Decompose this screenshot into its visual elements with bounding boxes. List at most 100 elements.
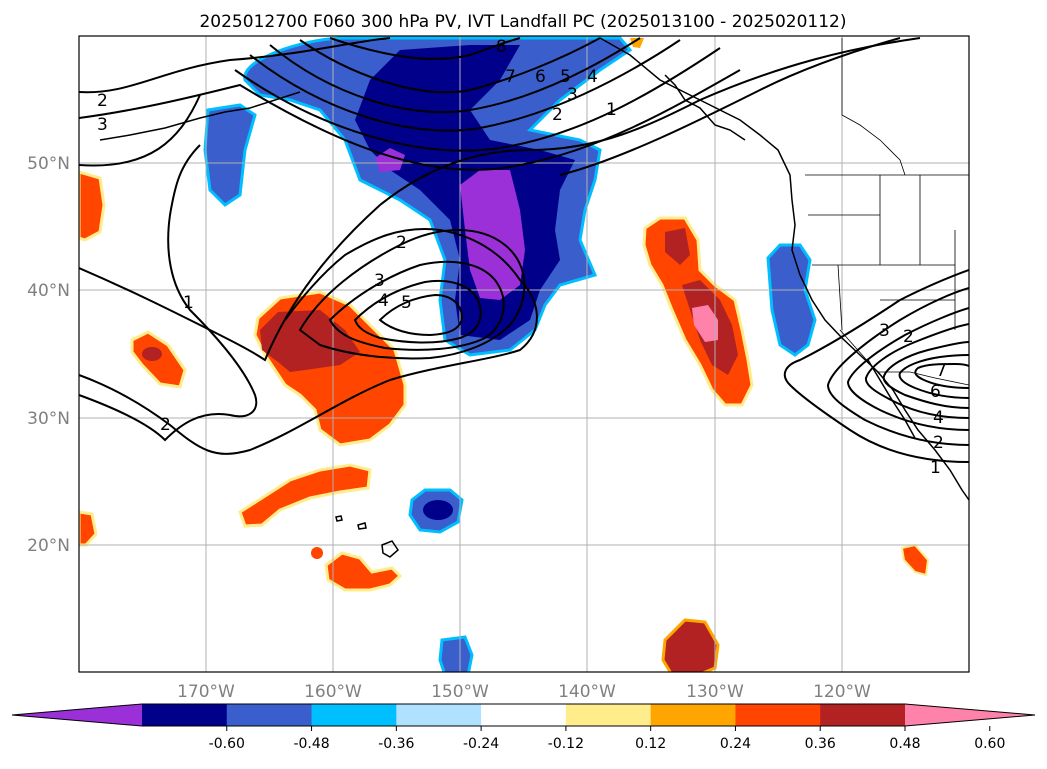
contour-label: 2 xyxy=(396,233,407,253)
contour-label: 2 xyxy=(903,327,914,347)
contour-label: 2 xyxy=(160,415,171,435)
contour-label: 3 xyxy=(567,85,578,105)
contour-label: 4 xyxy=(587,67,598,87)
hawaii-island xyxy=(381,540,399,558)
lon-tick-label: 140°W xyxy=(558,682,616,702)
colorbar-extend-low xyxy=(12,704,142,726)
colorbar-tick-label: 0.60 xyxy=(974,736,1005,752)
lat-tick-label: 20°N xyxy=(27,536,70,556)
contour-line-1 xyxy=(79,37,921,362)
colorbar-tick-label: -0.12 xyxy=(548,736,584,752)
us-state-borders xyxy=(808,175,956,376)
colorbar-tick-label: 0.48 xyxy=(889,736,920,752)
contour-line-2-west xyxy=(79,144,258,442)
map-frame xyxy=(78,35,970,673)
colorbar-ticks: -0.60 -0.48 -0.36 -0.24 -0.12 0.12 0.24 0.36 0.4… xyxy=(209,726,1005,752)
contour-line-3-mid xyxy=(328,260,505,351)
contour-line-3 xyxy=(79,69,741,171)
contour-line-6 xyxy=(269,37,641,114)
deep-negative-near-hawaii xyxy=(423,500,453,520)
positive-field-north-of-hawaii xyxy=(238,463,372,528)
alaska-panhandle-islands xyxy=(664,74,746,141)
colorbar-extend-high xyxy=(905,704,1035,726)
lat-tick-label: 30°N xyxy=(27,409,70,429)
positive-field-southwest-edge xyxy=(79,510,98,547)
colorbar-outline xyxy=(11,703,1036,727)
contour-line-5-mid xyxy=(378,293,464,337)
contour-line-5-east xyxy=(882,341,969,409)
contour-label: 1 xyxy=(606,100,617,120)
hawaii-island-small-1 xyxy=(357,522,367,530)
contour-label: 3 xyxy=(879,321,890,341)
contour-label: 5 xyxy=(401,293,412,313)
contour-label: 6 xyxy=(535,67,546,87)
colorbar-tick-label: -0.24 xyxy=(463,736,499,752)
colorbar-cell xyxy=(311,704,397,726)
contour-label: 1 xyxy=(183,293,194,313)
contour-line-5 xyxy=(249,39,681,132)
map-plot-area: 8 7 6 5 4 3 2 1 2 3 2 3 4 5 1 2 3 2 7 6 … xyxy=(79,36,969,672)
lon-tick-label: 160°W xyxy=(304,682,362,702)
contour-line-1-east xyxy=(783,269,969,463)
colorbar-cell xyxy=(735,704,821,726)
colorbar-cell xyxy=(820,704,906,726)
strong-positive-central xyxy=(260,310,360,372)
map-gridlines xyxy=(79,36,969,672)
contour-label: 6 xyxy=(930,382,941,402)
contour-label: 4 xyxy=(933,408,944,428)
negative-field-south xyxy=(438,635,474,672)
contour-label: 7 xyxy=(505,67,516,87)
colorbar-cell xyxy=(481,704,567,726)
contour-label: 2 xyxy=(552,105,563,125)
strong-positive-west-small xyxy=(142,347,162,361)
lon-tick-label: 170°W xyxy=(177,682,235,702)
us-mexico-border xyxy=(878,371,969,386)
colorbar-cell xyxy=(565,704,652,726)
contour-line-7 xyxy=(299,37,601,94)
lon-tick-label: 120°W xyxy=(813,682,871,702)
contour-line-4 xyxy=(234,47,721,152)
contour-label: 3 xyxy=(97,115,108,135)
contour-line-4-mid xyxy=(353,280,482,344)
contour-label: 3 xyxy=(374,271,385,291)
contour-line-2-outer xyxy=(79,228,538,455)
colorbar-tick-label: 0.12 xyxy=(635,736,666,752)
colorbar-tick-label: -0.36 xyxy=(378,736,414,752)
colorbar-tick-label: -0.60 xyxy=(209,736,245,752)
colorbar-cell xyxy=(650,704,736,726)
positive-field-hawaii-south xyxy=(324,551,403,592)
lon-tick-label: 130°W xyxy=(686,682,744,702)
lat-tick-label: 40°N xyxy=(27,281,70,301)
positive-field-north-edge xyxy=(630,38,644,48)
political-borders xyxy=(805,38,969,386)
lon-tick-label: 150°W xyxy=(431,682,489,702)
colorbar-tick-label: -0.48 xyxy=(293,736,329,752)
contour-line-7-east xyxy=(914,362,969,389)
positive-field-hawaii-dot xyxy=(311,547,323,559)
ivt-contours xyxy=(79,37,969,463)
contour-line-2-north xyxy=(79,37,901,176)
contour-label: 5 xyxy=(560,67,571,87)
colorbar: -0.60 -0.48 -0.36 -0.24 -0.12 0.12 0.24 0.36 0.4… xyxy=(11,703,1036,752)
colorbar-cell xyxy=(226,704,313,726)
aleutian-islands xyxy=(99,91,301,141)
contour-label: 2 xyxy=(97,91,108,111)
contour-line-4-east xyxy=(864,323,969,419)
positive-field-west-small xyxy=(130,330,187,389)
contour-line-2-mid xyxy=(298,229,526,360)
peak-positive-west-coast xyxy=(692,305,718,342)
colorbar-cell xyxy=(142,704,228,726)
contour-line-3-east xyxy=(846,307,969,431)
contour-label: 4 xyxy=(378,291,389,311)
longitude-tick-labels: 170°W 160°W 150°W 140°W 130°W 120°W xyxy=(177,682,871,702)
hawaii-island-small-2 xyxy=(335,515,343,522)
positive-anomaly-fields xyxy=(79,38,930,672)
contour-label: 1 xyxy=(930,458,941,478)
colorbar-cell xyxy=(396,704,482,726)
contour-label: 2 xyxy=(933,433,944,453)
contour-line-2-east xyxy=(826,287,969,446)
colorbar-tick-label: 0.24 xyxy=(720,736,751,752)
contour-label: 7 xyxy=(936,361,947,381)
